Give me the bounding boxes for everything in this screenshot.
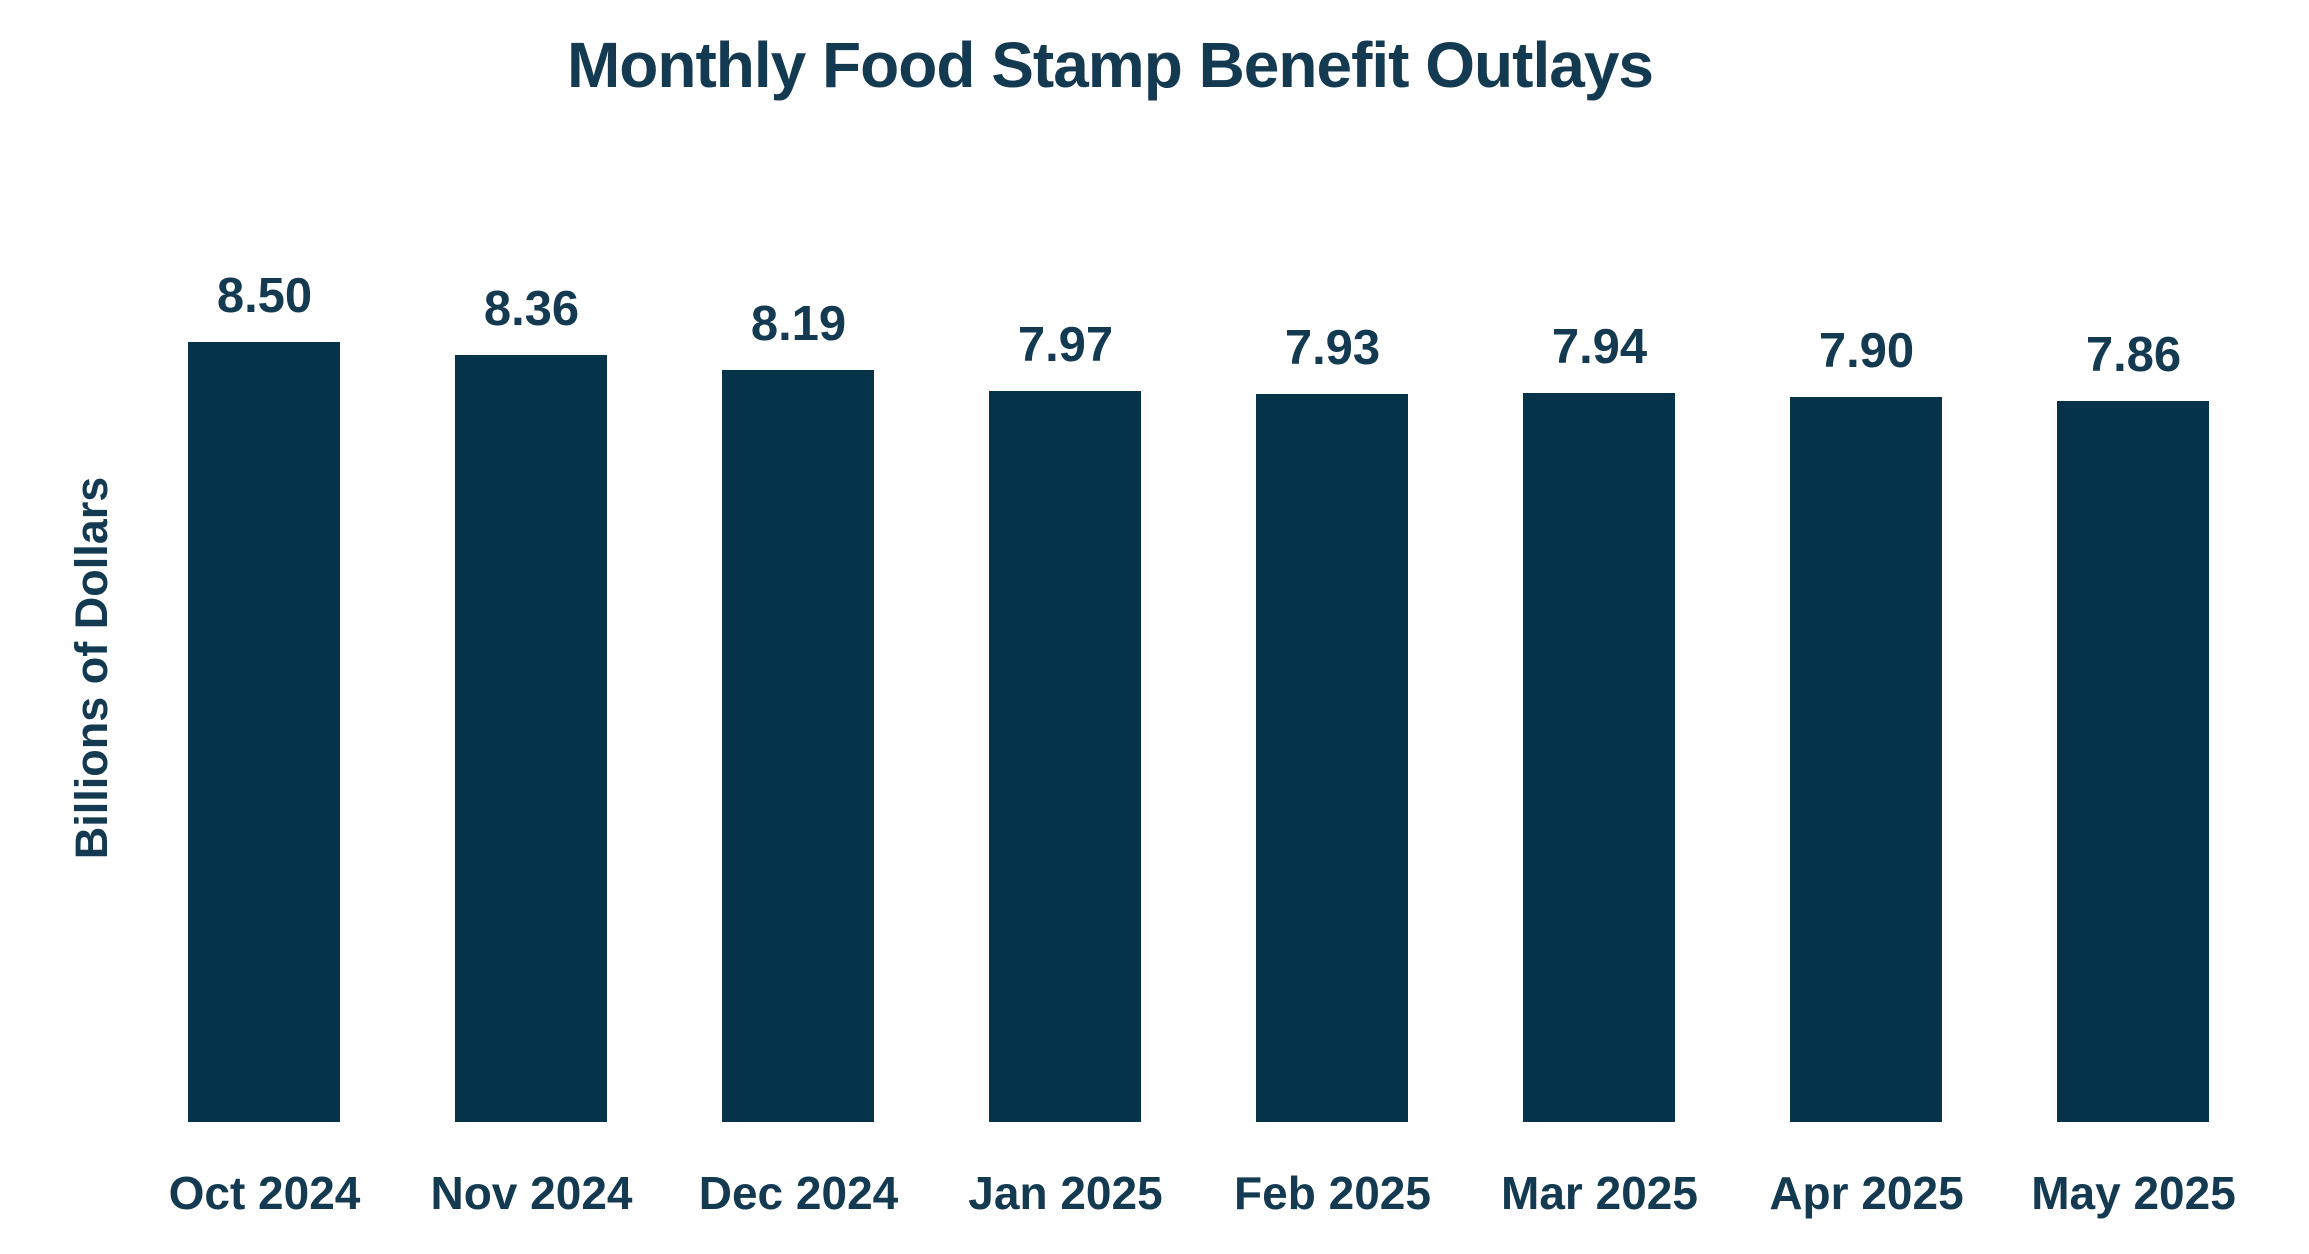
bar-nov-2024 — [455, 355, 607, 1122]
bar-column: 8.19 Dec 2024 — [665, 0, 932, 1254]
y-axis-label: Billions of Dollars — [66, 476, 117, 860]
x-axis-tick-label: Mar 2025 — [1501, 1167, 1698, 1219]
bar-column: 7.90 Apr 2025 — [1733, 0, 2000, 1254]
bar-column: 8.50 Oct 2024 — [131, 0, 398, 1254]
bar-value-label: 7.93 — [1284, 321, 1381, 375]
x-axis-tick-label: Nov 2024 — [430, 1167, 633, 1219]
bar-value-label: 8.36 — [483, 282, 580, 336]
x-axis-tick-label: Feb 2025 — [1234, 1167, 1431, 1219]
bar-column: 7.86 May 2025 — [2000, 0, 2267, 1254]
x-axis-tick-label: Oct 2024 — [168, 1167, 361, 1219]
bar-oct-2024 — [188, 342, 340, 1122]
bar-value-label: 7.90 — [1818, 324, 1915, 378]
bar-value-label: 8.19 — [750, 297, 847, 351]
bar-feb-2025 — [1256, 394, 1408, 1122]
bar-dec-2024 — [722, 370, 874, 1122]
x-axis-tick-label: May 2025 — [2031, 1167, 2236, 1219]
chart-title: Monthly Food Stamp Benefit Outlays — [566, 29, 1654, 101]
bar-apr-2025 — [1790, 397, 1942, 1122]
bar-value-label: 7.97 — [1017, 318, 1114, 372]
x-axis-tick-label: Dec 2024 — [698, 1167, 899, 1219]
bar-column: 7.97 Jan 2025 — [932, 0, 1199, 1254]
bar-value-label: 7.86 — [2085, 328, 2182, 382]
bar-column: 7.94 Mar 2025 — [1466, 0, 1733, 1254]
bar-may-2025 — [2057, 401, 2209, 1122]
bar-column: 7.93 Feb 2025 — [1199, 0, 1466, 1254]
bar-jan-2025 — [989, 391, 1141, 1122]
bar-mar-2025 — [1523, 393, 1675, 1122]
bar-value-label: 7.94 — [1551, 320, 1648, 374]
x-axis-tick-label: Apr 2025 — [1769, 1167, 1964, 1219]
bar-value-label: 8.50 — [216, 269, 313, 323]
x-axis-tick-label: Jan 2025 — [968, 1167, 1163, 1219]
bar-column: 8.36 Nov 2024 — [398, 0, 665, 1254]
